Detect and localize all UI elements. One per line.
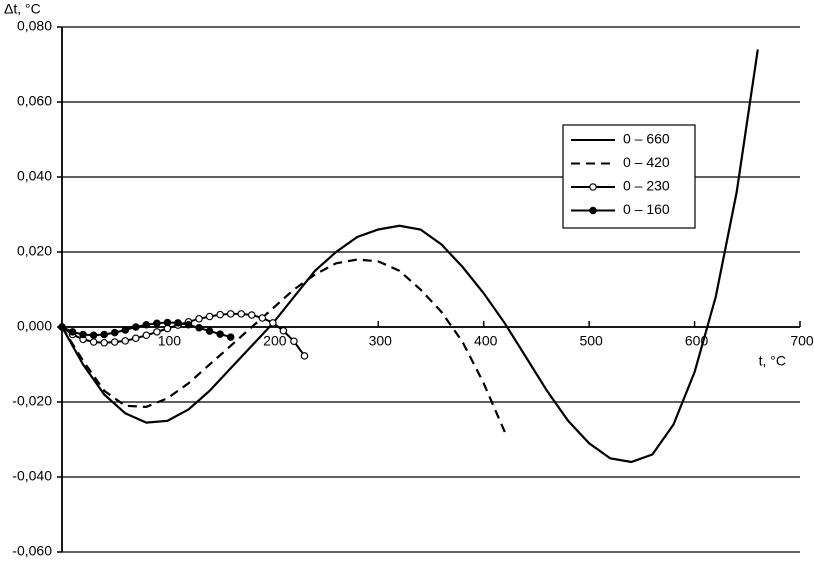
series-marker: [58, 323, 66, 331]
series-marker: [205, 312, 214, 321]
series-marker: [121, 337, 130, 345]
series-marker: [89, 331, 98, 340]
series-marker: [132, 323, 140, 331]
series-marker: [153, 319, 161, 328]
series-marker: [258, 314, 267, 322]
legend: 0 – 660 0 – 420 0 – 230 0 – 160: [562, 124, 696, 229]
x-tick-label: 400: [474, 333, 498, 349]
series-marker: [163, 318, 172, 327]
y-tick-label: 0,040: [17, 168, 52, 184]
series-marker: [100, 338, 108, 347]
series-marker: [89, 338, 98, 346]
legend-marker: [589, 183, 597, 191]
series-marker: [279, 326, 288, 335]
series-marker: [174, 319, 182, 327]
series-marker: [195, 323, 203, 332]
series-marker: [79, 330, 87, 339]
series-marker: [195, 314, 203, 323]
legend-label: 0 – 230: [623, 178, 670, 194]
series-marker: [216, 330, 224, 338]
series-marker: [153, 328, 161, 336]
series-marker: [142, 331, 151, 340]
y-tick-label: 0,020: [17, 243, 52, 259]
series-marker: [216, 310, 224, 319]
y-tick-label: -0,020: [12, 393, 52, 409]
series-marker: [110, 328, 119, 337]
x-tick-label: 200: [263, 333, 287, 349]
series-marker: [226, 310, 235, 318]
series-marker: [184, 320, 193, 329]
y-axis-label: Δt, °C: [4, 1, 41, 17]
x-tick-label: 700: [790, 333, 814, 349]
legend-label: 0 – 660: [623, 131, 670, 147]
series-marker: [110, 338, 119, 346]
y-tick-label: 0,060: [17, 93, 52, 109]
x-axis-label: t, °C: [759, 353, 786, 369]
series-marker: [68, 328, 77, 336]
legend-label: 0 – 160: [623, 201, 670, 217]
legend-label: 0 – 420: [623, 154, 670, 170]
series-marker: [142, 320, 151, 329]
y-tick-label: 0,080: [17, 18, 52, 34]
series-marker: [226, 333, 235, 341]
legend-marker: [589, 206, 597, 215]
series-line: [61, 49, 759, 464]
series-marker: [132, 334, 140, 343]
series-marker: [290, 337, 298, 346]
series-marker: [269, 319, 277, 327]
y-tick-label: 0,000: [17, 318, 52, 334]
series-marker: [205, 327, 214, 335]
y-tick-label: -0,040: [12, 468, 52, 484]
series-marker: [300, 352, 309, 360]
series-marker: [100, 330, 108, 339]
series-marker: [247, 311, 256, 319]
x-tick-label: 300: [369, 333, 393, 349]
series-marker: [121, 326, 130, 334]
x-tick-label: 500: [579, 333, 603, 349]
x-tick-label: 100: [158, 333, 182, 349]
series-marker: [237, 310, 246, 318]
y-tick-label: -0,060: [12, 543, 52, 559]
series-line: [61, 258, 506, 433]
